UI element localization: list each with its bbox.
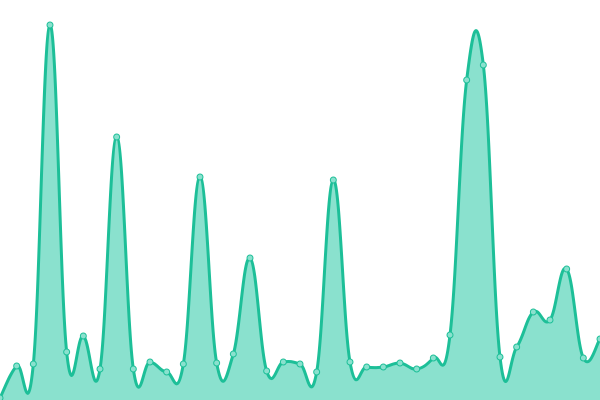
data-point-14 <box>229 350 237 358</box>
data-point-3 <box>46 21 54 29</box>
data-point-7 <box>113 133 121 141</box>
data-point-8 <box>129 365 137 373</box>
data-point-4 <box>63 348 71 356</box>
data-point-30 <box>496 353 504 361</box>
data-point-10 <box>163 368 171 376</box>
data-point-27 <box>446 331 454 339</box>
data-point-6 <box>96 365 104 373</box>
data-point-24 <box>396 359 404 367</box>
area-fill <box>0 24 600 400</box>
data-point-12 <box>196 173 204 181</box>
data-point-17 <box>279 358 287 366</box>
data-point-21 <box>346 358 354 366</box>
data-point-18 <box>296 360 304 368</box>
data-point-25 <box>413 365 421 373</box>
data-point-20 <box>329 176 337 184</box>
data-point-22 <box>363 363 371 371</box>
data-point-5 <box>79 332 87 340</box>
data-point-28 <box>463 76 471 84</box>
data-point-26 <box>429 354 437 362</box>
data-point-36 <box>596 335 600 343</box>
data-point-11 <box>179 360 187 368</box>
data-point-9 <box>146 358 154 366</box>
data-point-0 <box>0 394 4 400</box>
data-point-1 <box>13 362 21 370</box>
data-point-2 <box>29 360 37 368</box>
data-point-15 <box>246 254 254 262</box>
data-point-19 <box>313 368 321 376</box>
data-point-34 <box>563 265 571 273</box>
data-point-29 <box>479 61 487 69</box>
data-point-23 <box>379 363 387 371</box>
data-point-32 <box>529 308 537 316</box>
data-markers <box>0 21 600 400</box>
series-line <box>0 23 600 399</box>
data-point-35 <box>579 354 587 362</box>
data-point-16 <box>263 367 271 375</box>
data-point-31 <box>513 343 521 351</box>
data-point-13 <box>213 359 221 367</box>
data-point-33 <box>546 316 554 324</box>
